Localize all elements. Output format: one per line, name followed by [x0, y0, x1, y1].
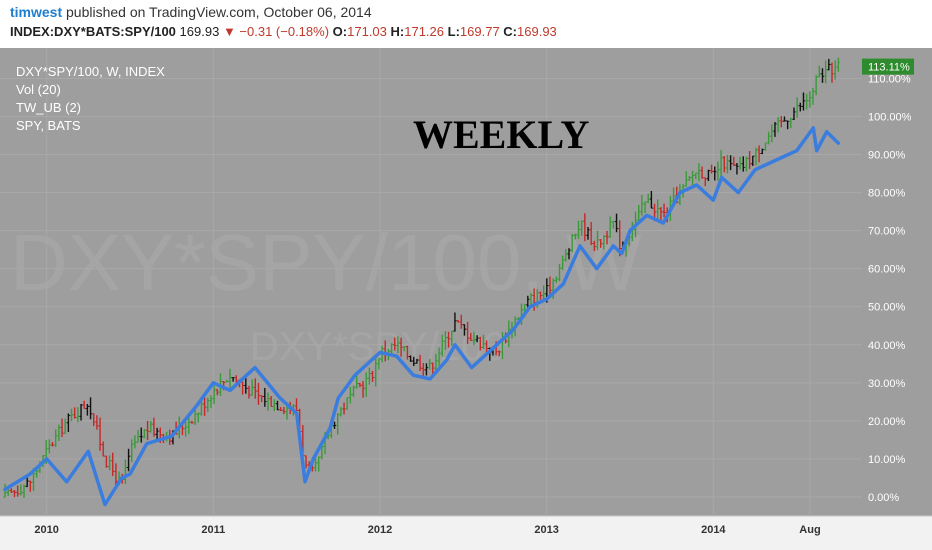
gridlines	[0, 48, 862, 516]
x-tick-label: 2014	[701, 524, 726, 536]
y-tick-label: 20.00%	[868, 416, 906, 428]
price-tag-bg	[862, 58, 914, 75]
ohlc-bars	[3, 57, 840, 498]
close-label: C:	[503, 24, 518, 39]
x-tick-label: 2012	[368, 524, 392, 536]
y-tick-label: 0.00%	[868, 492, 899, 504]
y-tick-label: 50.00%	[868, 302, 906, 314]
publish-info: published on TradingView.com, October 06…	[66, 4, 372, 20]
last-price-tag: 113.11%	[862, 58, 914, 75]
high-value: 171.26	[404, 24, 444, 39]
author-link[interactable]: timwest	[10, 4, 63, 20]
plot-area[interactable]	[0, 48, 862, 516]
y-tick-label: 40.00%	[868, 340, 906, 352]
legend-tw-ub[interactable]: TW_UB (2)	[16, 100, 81, 115]
y-tick-label: 10.00%	[868, 454, 906, 466]
x-tick-label: 2011	[201, 524, 225, 536]
spy-series-line	[3, 126, 841, 507]
price-tag-label: 113.11%	[868, 62, 910, 74]
low-label: L:	[447, 24, 460, 39]
price-axis[interactable]	[862, 48, 932, 516]
x-tick-label: 2013	[534, 524, 558, 536]
symbol-name[interactable]: INDEX:DXY*BATS:SPY/100	[10, 24, 176, 39]
y-tick-labels: 0.00% 10.00% 20.00% 30.00% 40.00% 50.00% 60.00…	[868, 73, 912, 504]
open-label: O:	[332, 24, 348, 39]
y-tick-label: 90.00%	[868, 150, 906, 162]
low-value: 169.77	[459, 24, 500, 39]
watermark-big: DXY*SPY/100, W	[10, 218, 642, 307]
publish-line: timwest published on TradingView.com, Oc…	[10, 4, 372, 20]
y-tick-label: 80.00%	[868, 188, 906, 200]
legend-vol[interactable]: Vol (20)	[16, 82, 61, 97]
price-change: ▼ −0.31 (−0.18%)	[222, 24, 330, 39]
legend-main-series[interactable]: DXY*SPY/100, W, INDEX	[16, 64, 165, 79]
y-tick-label: 60.00%	[868, 264, 906, 276]
x-tick-label: 2010	[34, 524, 58, 536]
open-value: 171.03	[347, 24, 387, 39]
last-price: 169.93	[179, 24, 220, 39]
x-tick-labels: 2010 2011 2012 2013 2014 Aug	[34, 524, 820, 536]
price-chart[interactable]: DXY*SPY/100, W DXY*SPY/100 0.00% 10.00% 20…	[0, 46, 932, 550]
chart-header: timwest published on TradingView.com, Oc…	[0, 0, 932, 46]
x-tick-label: Aug	[799, 524, 820, 536]
quote-line: INDEX:DXY*BATS:SPY/100 169.93 ▼ −0.31 (−…	[10, 24, 557, 39]
y-tick-label: 110.00%	[868, 73, 911, 85]
watermark-small: DXY*SPY/100	[250, 325, 506, 369]
spy-line-group	[3, 126, 841, 507]
legend-spy[interactable]: SPY, BATS	[16, 118, 81, 133]
y-tick-label: 30.00%	[868, 378, 906, 390]
y-tick-label: 70.00%	[868, 226, 906, 238]
y-tick-label: 100.00%	[868, 111, 912, 123]
time-axis[interactable]	[0, 516, 932, 550]
close-value: 169.93	[517, 24, 557, 39]
high-label: H:	[390, 24, 405, 39]
weekly-annotation: WEEKLY	[413, 112, 589, 157]
